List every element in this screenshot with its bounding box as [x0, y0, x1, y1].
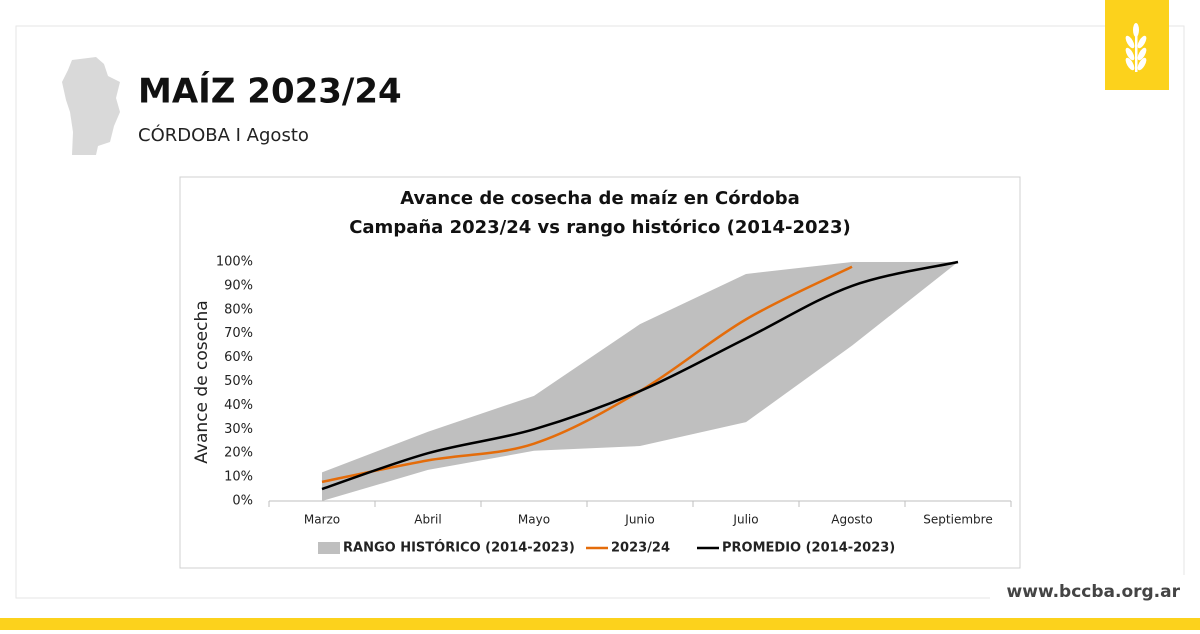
y-tick-label: 70%	[224, 326, 253, 341]
plot: 0% 10% 20% 30% 40% 50% 60% 70% 80% 90% 100% Marzo Ab…	[216, 255, 1012, 556]
page-subtitle: CÓRDOBA I Agosto	[138, 124, 309, 146]
x-tick-label: Marzo	[304, 513, 340, 527]
series-line	[321, 265, 853, 484]
legend-swatch	[318, 542, 340, 554]
page-title: MAÍZ 2023/24	[138, 71, 402, 112]
legend-label: 2023/24	[611, 541, 670, 556]
x-tick-label: Mayo	[518, 513, 550, 527]
x-tick-label: Agosto	[831, 513, 872, 527]
province-map	[62, 57, 120, 155]
x-tick-label: Abril	[414, 513, 441, 527]
y-tick-label: 90%	[224, 278, 253, 293]
y-tick-label: 60%	[224, 350, 253, 365]
site-url: www.bccba.org.ar	[1007, 582, 1181, 602]
url-bg	[990, 575, 1200, 611]
y-axis-label: Avance de cosecha	[192, 300, 212, 463]
y-tick-label: 80%	[224, 302, 253, 317]
card-frame	[15, 25, 1185, 599]
chart-subtitle: Campaña 2023/24 vs rango histórico (2014…	[349, 217, 851, 238]
y-tick-label: 40%	[224, 398, 253, 413]
legend-label: RANGO HISTÓRICO (2014-2023)	[343, 540, 575, 556]
chart-title: Avance de cosecha de maíz en Córdoba	[400, 188, 800, 209]
x-tick-label: Septiembre	[923, 513, 992, 527]
wheat-icon	[1125, 23, 1147, 72]
y-tick-label: 30%	[224, 422, 253, 437]
y-tick-label: 20%	[224, 446, 253, 461]
y-tick-label: 50%	[224, 374, 253, 389]
y-tick-label: 10%	[224, 470, 253, 485]
y-tick-label: 100%	[216, 255, 253, 270]
x-tick-label: Julio	[732, 513, 758, 527]
y-tick-label: 0%	[232, 494, 253, 509]
series-line	[321, 260, 959, 491]
x-tick-label: Junio	[624, 513, 654, 527]
legend-label: PROMEDIO (2014-2023)	[722, 541, 895, 556]
bottom-strip	[0, 618, 1200, 630]
